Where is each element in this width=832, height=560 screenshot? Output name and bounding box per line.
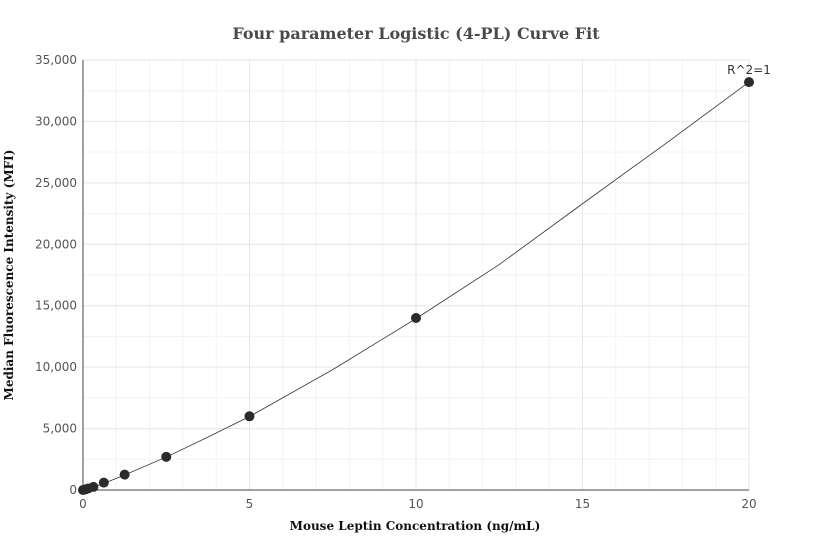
data-point <box>161 451 172 462</box>
major-gridlines <box>83 59 750 490</box>
chart-title: Four parameter Logistic (4-PL) Curve Fit <box>232 24 600 43</box>
y-tick-label: 5,000 <box>43 422 77 436</box>
y-tick-label: 10,000 <box>35 360 77 374</box>
data-point <box>244 411 255 422</box>
x-axis-title: Mouse Leptin Concentration (ng/mL) <box>290 519 541 533</box>
x-tick-label: 10 <box>408 497 423 511</box>
data-point <box>744 77 754 88</box>
y-tick-label: 15,000 <box>35 299 77 313</box>
data-points <box>78 77 754 495</box>
y-tick-label: 0 <box>69 483 77 497</box>
data-point <box>119 469 130 480</box>
data-point <box>88 481 99 492</box>
x-tick-labels: 0 5 10 15 20 <box>79 497 756 511</box>
r-squared-annotation: R^2=1 <box>727 63 771 77</box>
data-point <box>411 313 421 323</box>
y-tick-label: 35,000 <box>35 53 77 67</box>
x-tick-label: 20 <box>741 497 756 511</box>
x-tick-label: 5 <box>246 497 254 511</box>
y-tick-labels: 0 5,000 10,000 15,000 20,000 25,000 30,000 35,0… <box>35 53 77 497</box>
data-point <box>98 477 109 488</box>
y-axis-title: Median Fluorescence Intensity (MFI) <box>2 150 16 401</box>
x-tick-label: 15 <box>575 497 590 511</box>
y-tick-label: 20,000 <box>35 237 77 251</box>
y-tick-label: 25,000 <box>35 176 77 190</box>
y-tick-label: 30,000 <box>35 114 77 128</box>
x-tick-label: 0 <box>79 497 87 511</box>
